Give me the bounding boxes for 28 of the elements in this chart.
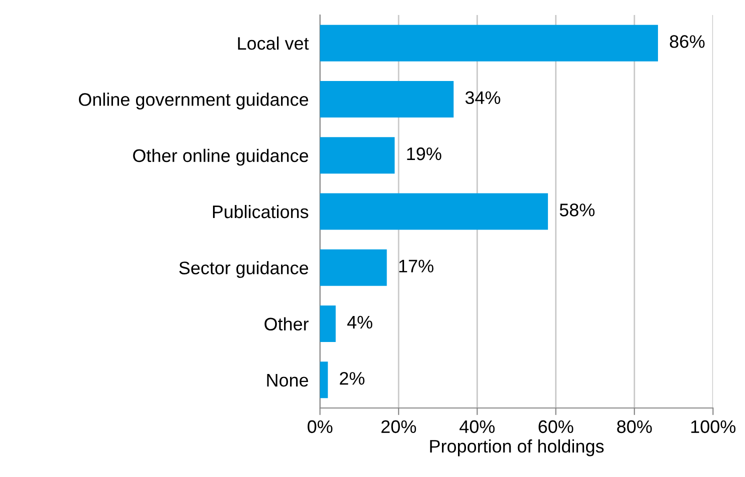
x-tick-label: 80% bbox=[617, 420, 652, 434]
y-tick-label: Online government guidance bbox=[78, 92, 308, 110]
data-label: 19% bbox=[407, 147, 442, 160]
bar bbox=[320, 80, 454, 118]
x-tick-label: 0% bbox=[308, 420, 332, 434]
y-tick-label: None bbox=[267, 374, 308, 387]
data-label: 4% bbox=[347, 316, 372, 329]
bar bbox=[320, 24, 658, 62]
data-label: 34% bbox=[465, 91, 500, 104]
y-tick-label: Other bbox=[264, 317, 309, 331]
y-tick-label: Local vet bbox=[238, 36, 309, 50]
bar bbox=[320, 137, 395, 174]
x-tick-label: 60% bbox=[538, 420, 574, 434]
data-label: 2% bbox=[340, 372, 364, 385]
x-axis-title: Proportion of holdings bbox=[430, 439, 604, 456]
x-tick-label: 100% bbox=[691, 420, 736, 434]
x-tick-label: 20% bbox=[381, 420, 416, 434]
bar bbox=[320, 362, 328, 398]
data-label: 58% bbox=[560, 204, 595, 216]
bar bbox=[320, 249, 387, 286]
bar bbox=[320, 193, 548, 230]
bar bbox=[320, 306, 336, 342]
data-label: 17% bbox=[399, 260, 434, 272]
y-tick-label: Sector guidance bbox=[179, 261, 308, 278]
data-label: 86% bbox=[670, 35, 705, 48]
x-tick-label: 40% bbox=[460, 420, 495, 434]
y-tick-label: Other online guidance bbox=[133, 148, 308, 166]
y-tick-label: Publications bbox=[213, 204, 308, 218]
